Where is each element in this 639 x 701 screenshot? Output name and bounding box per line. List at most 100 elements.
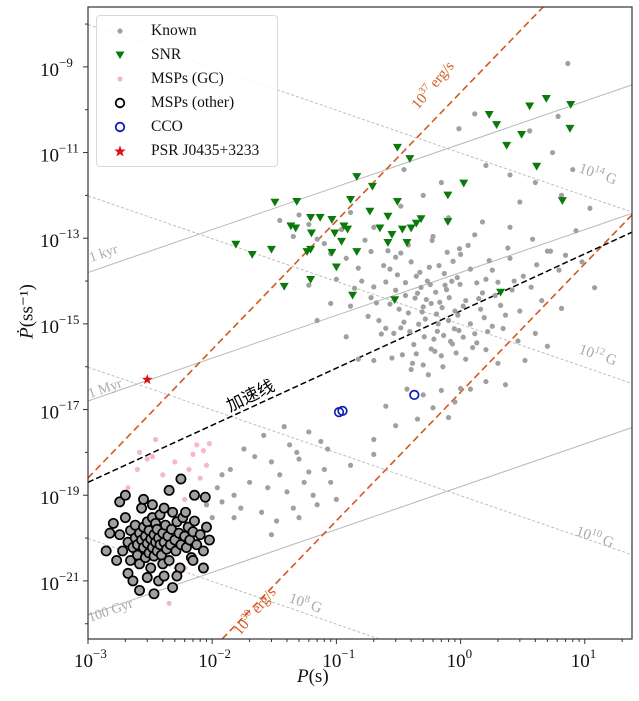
tick-base: 10 [198,651,217,672]
known-pulsar-point [442,282,448,288]
legend-marker-triangle [115,51,125,59]
snr-point [405,155,415,163]
known-pulsar-point [259,509,265,515]
known-pulsar-point [371,436,377,443]
x-tick-label: 10−2 [198,646,231,672]
known-pulsar-point [439,305,445,311]
msp-gc-point [182,496,188,502]
msp-other-point [187,555,199,566]
known-pulsar-point [371,357,377,364]
snr-point [270,198,280,207]
known-pulsar-point [383,279,389,285]
known-pulsar-point [265,485,271,491]
known-pulsar-point [481,315,487,321]
known-pulsar-point [227,466,233,473]
known-pulsar-point [556,267,562,273]
snr-point [348,291,358,300]
known-pulsar-point [440,364,446,370]
known-pulsar-point [507,255,513,261]
snr-point [291,224,301,233]
msp-gc-point [197,475,203,481]
known-pulsar-point [456,126,462,132]
known-pulsar-point [371,451,377,457]
label-exponent: 14 [593,164,606,178]
msp-other-point [191,539,203,551]
snr-point [402,239,412,247]
legend-item-target: PSR J0435+3233 [97,141,277,161]
msp-gc-point [125,485,131,491]
known-pulsar-point [296,515,302,521]
legend-item-known: Known [97,21,277,41]
known-pulsar-point [443,287,450,293]
msp-gc-point [203,462,210,468]
snr-point [352,248,362,256]
known-pulsar-point [385,248,391,254]
known-pulsar-point [420,362,426,368]
known-pulsar-point [325,446,331,452]
msp-other-point [117,545,129,557]
known-pulsar-point [549,149,556,156]
known-pulsar-point [378,331,384,337]
known-pulsar-point [321,240,327,247]
known-pulsar-point [470,344,476,351]
legend-label: MSPs (GC) [151,70,224,87]
snr-point [327,248,337,257]
age-line-label: 1 Myr [86,376,124,402]
known-pulsar-point [238,505,244,511]
known-pulsar-point [306,469,312,475]
label-unit: G [603,170,619,189]
field-line-label: 1014G [577,159,620,189]
known-pulsar-point [420,392,426,398]
known-pulsar-point [407,329,413,335]
known-pulsar-point [328,479,334,485]
snr-point [406,224,416,233]
known-pulsar-point [528,284,534,290]
known-pulsar-point [511,278,517,284]
known-pulsar-point [479,219,486,225]
y-axis-var: Ṗ [16,327,38,339]
known-pulsar-point [472,232,478,238]
msp-other-point [134,584,145,596]
known-pulsar-point [424,278,430,284]
snr-point [541,94,551,103]
snr-point [443,218,453,226]
known-pulsar-point [413,273,419,279]
known-pulsar-point [467,386,474,392]
legend-item-msp-gc: MSPs (GC) [97,69,277,89]
known-pulsar-point [558,305,565,311]
known-pulsar-point [420,304,426,310]
y-tick-label: 10−11 [40,141,79,167]
tick-base: 10 [40,488,59,509]
snr-point [306,275,316,284]
age-line [88,84,632,273]
known-pulsar-point [457,385,464,392]
msp-other-point [122,567,134,579]
known-pulsar-point [573,228,579,234]
known-pulsar-point [398,250,404,256]
y-tick-label: 10−9 [40,55,73,81]
msp-other-point [203,534,215,546]
known-pulsar-point [246,479,253,485]
known-pulsar-point [414,290,421,296]
known-pulsar-point [405,310,411,316]
known-pulsar-point [420,192,426,198]
known-pulsar-point [261,432,267,438]
known-pulsar-point [430,233,436,240]
known-pulsar-point [432,348,438,354]
known-pulsar-point [398,203,404,209]
label-base: 10 [574,524,593,544]
msp-other-point [146,499,158,511]
known-pulsar-point [281,424,287,430]
known-pulsar-point [483,378,489,385]
label-base: 10 [577,161,596,181]
known-pulsar-point [441,332,447,338]
msp-gc-point [152,436,159,443]
known-pulsar-point [565,60,571,67]
known-pulsar-point [409,360,416,366]
msp-other-point [104,527,116,539]
msp-gc-point [172,459,178,465]
known-pulsar-point [478,306,484,312]
known-pulsar-point [433,289,439,295]
known-pulsar-point [483,276,489,282]
